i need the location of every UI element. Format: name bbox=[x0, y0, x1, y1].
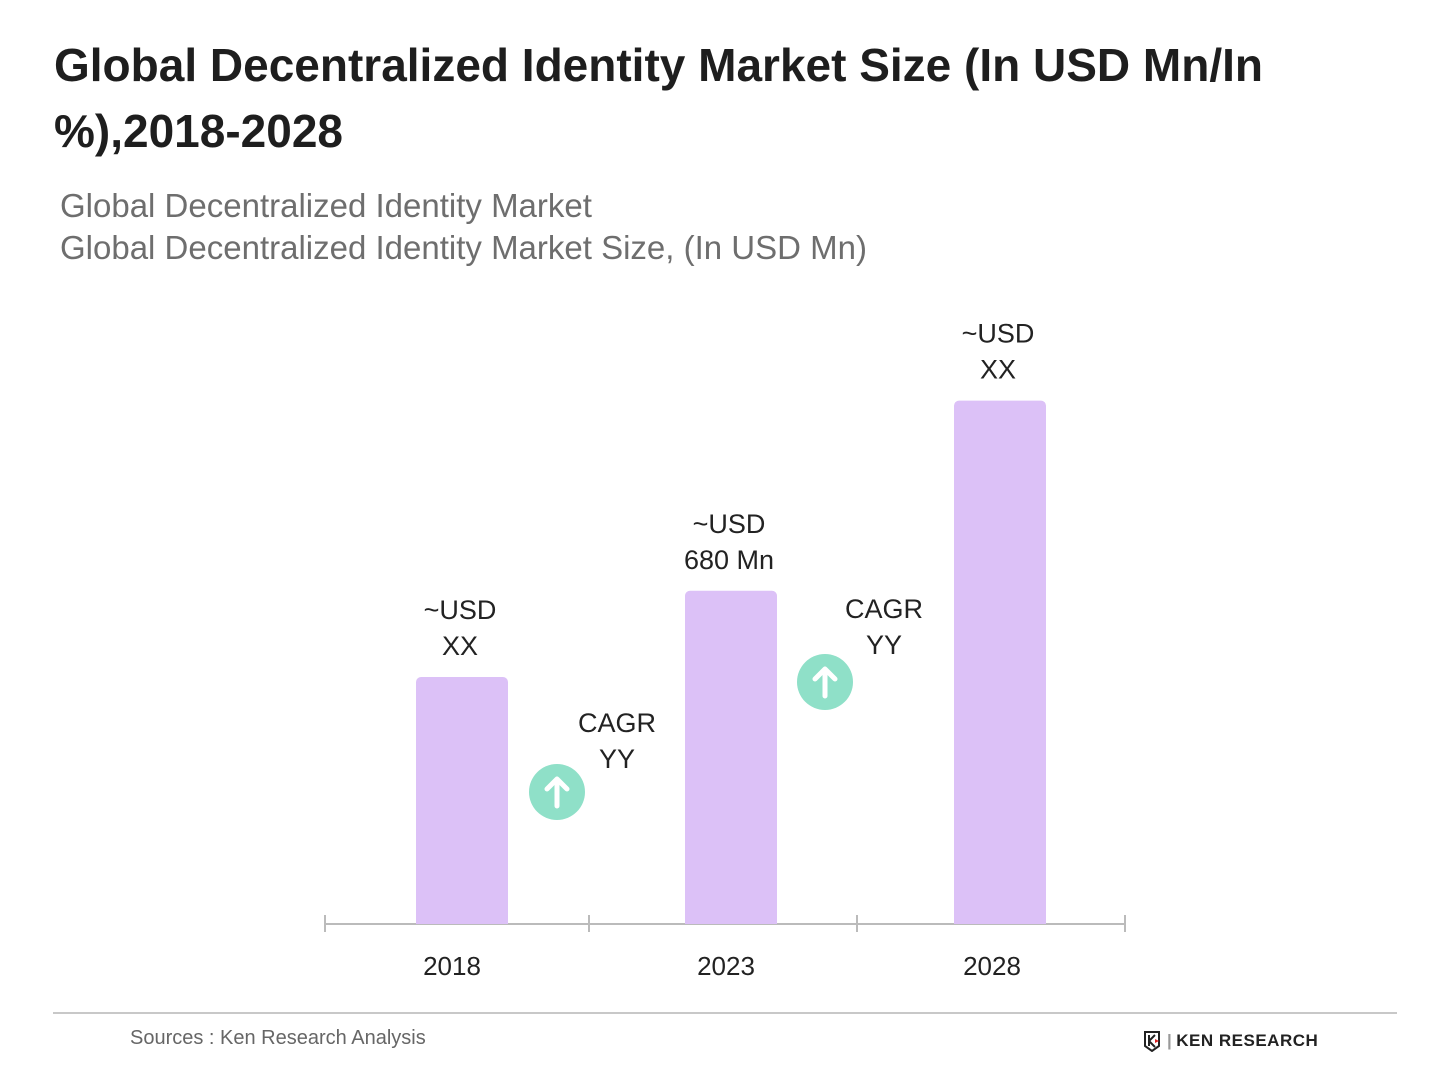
chart-subtitle: Global Decentralized Identity Market bbox=[60, 187, 592, 224]
x-tick-label: 2018 bbox=[423, 951, 481, 981]
data-label-2018: XX bbox=[442, 631, 478, 661]
arrow-up-glyph bbox=[544, 776, 570, 809]
bar-2023 bbox=[685, 590, 777, 924]
data-label-2023: ~USD bbox=[693, 509, 766, 539]
footer-divider bbox=[53, 1012, 1397, 1014]
logo-text: KEN RESEARCH bbox=[1176, 1031, 1319, 1050]
cagr-label: YY bbox=[599, 744, 635, 774]
source-note: Sources : Ken Research Analysis bbox=[130, 1027, 426, 1049]
data-label-2028: XX bbox=[980, 355, 1016, 385]
page-title: Global Decentralized Identity Market Siz… bbox=[54, 39, 1263, 157]
x-tick-label: 2023 bbox=[697, 951, 755, 981]
ken-logo-icon bbox=[1144, 1031, 1160, 1052]
bar-2018 bbox=[416, 677, 508, 924]
arrow-up-glyph bbox=[812, 666, 838, 699]
bar-base-2028 bbox=[954, 916, 1046, 924]
cagr-label: CAGR bbox=[845, 594, 923, 624]
data-label-2018: ~USD bbox=[424, 595, 497, 625]
chart-subtitle-units: Global Decentralized Identity Market Siz… bbox=[60, 229, 867, 266]
data-label-2028: ~USD bbox=[962, 319, 1035, 349]
bar-base-2023 bbox=[685, 916, 777, 924]
bar-2028 bbox=[954, 400, 1046, 924]
data-label-2023: 680 Mn bbox=[684, 545, 774, 575]
x-tick-label: 2028 bbox=[963, 951, 1021, 981]
ken-research-logo: | KEN RESEARCH bbox=[1143, 1030, 1318, 1052]
cagr-label: YY bbox=[866, 630, 902, 660]
cagr-label: CAGR bbox=[578, 708, 656, 738]
bar-base-2018 bbox=[416, 916, 508, 924]
